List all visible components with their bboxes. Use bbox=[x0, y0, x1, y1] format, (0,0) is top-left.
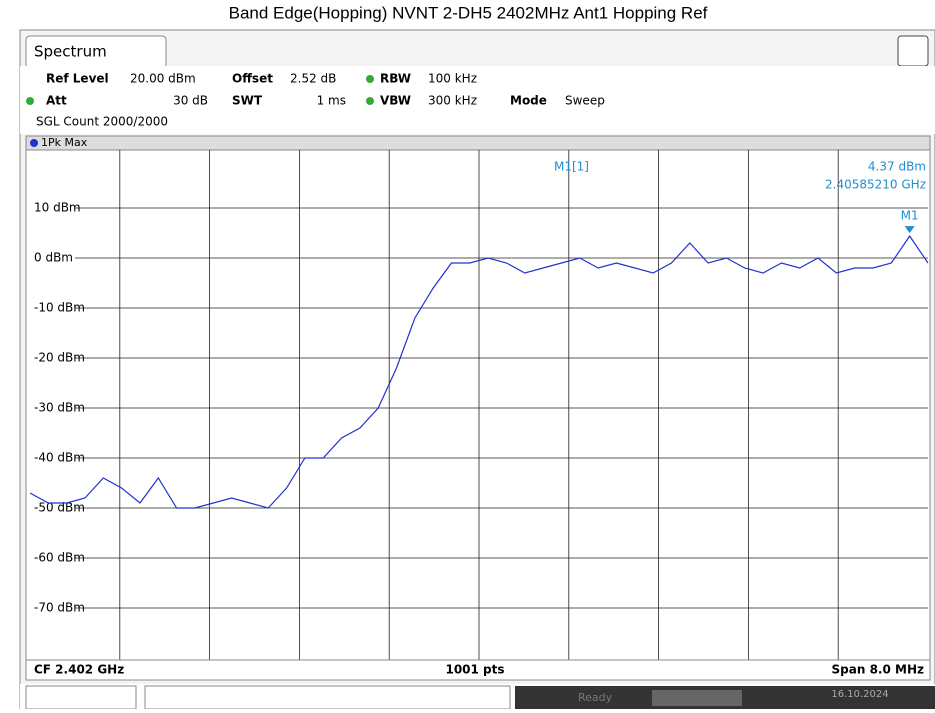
status-field bbox=[25, 685, 137, 710]
key: SWT bbox=[232, 94, 263, 108]
key: VBW bbox=[380, 94, 411, 108]
indicator bbox=[26, 97, 34, 105]
indicator bbox=[366, 75, 374, 83]
key: Att bbox=[46, 94, 67, 108]
status-field bbox=[144, 685, 511, 710]
y-tick-label: -10 dBm bbox=[34, 301, 85, 315]
settings: Ref Level 20.00 dBm Offset 2.52 dB RBW 1… bbox=[26, 72, 605, 129]
span: Span 8.0 MHz bbox=[832, 663, 924, 677]
value: 300 kHz bbox=[428, 94, 477, 108]
key: Mode bbox=[510, 94, 547, 108]
points: 1001 pts bbox=[445, 663, 504, 677]
status-state: Ready bbox=[578, 691, 613, 704]
footer-bar bbox=[25, 659, 931, 681]
value: 30 dB bbox=[173, 94, 208, 108]
marker-readout: M1[1] bbox=[554, 160, 589, 174]
key: Offset bbox=[232, 72, 273, 86]
plot-area bbox=[25, 149, 931, 661]
value: Sweep bbox=[565, 94, 605, 108]
toggle-button[interactable] bbox=[897, 35, 929, 67]
title: Band Edge(Hopping) NVNT 2-DH5 2402MHz An… bbox=[229, 3, 708, 22]
y-tick-label: -70 dBm bbox=[34, 601, 85, 615]
marker-label: M1 bbox=[901, 209, 919, 223]
y-tick-label: -50 dBm bbox=[34, 501, 85, 515]
settings-panel bbox=[20, 66, 935, 134]
tab-label: Spectrum bbox=[34, 43, 107, 61]
center-freq: CF 2.402 GHz bbox=[34, 663, 124, 677]
trace-label: 1Pk Max bbox=[41, 136, 88, 149]
marker-level: 4.37 dBm bbox=[868, 160, 926, 174]
marker-frequency: 2.40585210 GHz bbox=[825, 178, 926, 192]
tab[interactable] bbox=[25, 35, 167, 66]
key: RBW bbox=[380, 72, 411, 86]
key: Ref Level bbox=[46, 72, 109, 86]
count: SGL Count 2000/2000 bbox=[36, 115, 168, 129]
value: 100 kHz bbox=[428, 72, 477, 86]
indicator bbox=[366, 97, 374, 105]
y-tick-label: -60 dBm bbox=[34, 551, 85, 565]
progress bbox=[652, 690, 742, 706]
y-tick-label: -40 dBm bbox=[34, 451, 85, 465]
trace-indicator bbox=[30, 139, 38, 147]
value: 20.00 dBm bbox=[130, 72, 196, 86]
y-tick-label: 10 dBm bbox=[34, 201, 81, 215]
trace bbox=[29, 235, 929, 509]
marker bbox=[904, 226, 915, 234]
y-tick-label: -30 dBm bbox=[34, 401, 85, 415]
value: 1 ms bbox=[317, 94, 346, 108]
plot: 10 dBm 0 dBm -10 dBm -20 dBm -30 dBm -40 dBm -… bbox=[29, 150, 929, 660]
y-tick-label: -20 dBm bbox=[34, 351, 85, 365]
trace-bar bbox=[25, 135, 931, 151]
status-date: 16.10.2024 bbox=[831, 689, 888, 700]
y-tick-label: 0 dBm bbox=[34, 251, 73, 265]
value: 2.52 dB bbox=[290, 72, 336, 86]
